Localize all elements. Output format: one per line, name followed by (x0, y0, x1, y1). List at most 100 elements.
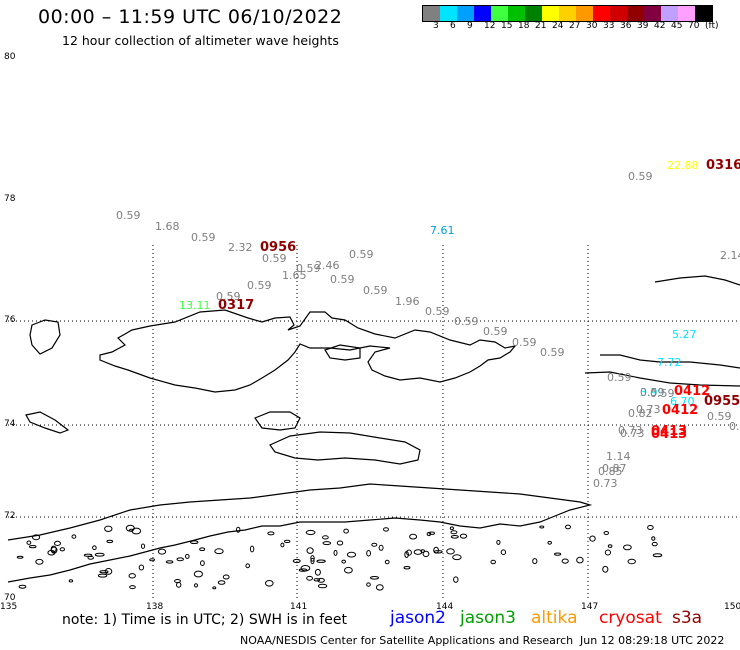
wave-value: 2.32 (228, 241, 253, 254)
wave-value: 2.14 (720, 249, 740, 262)
islet (306, 547, 314, 554)
pass-time: 0316 (706, 158, 740, 173)
islet (305, 529, 316, 536)
islet (18, 584, 27, 589)
islet (322, 535, 329, 540)
scale-swatch (423, 6, 440, 21)
islet (450, 535, 459, 539)
islet (378, 544, 384, 551)
islet (193, 570, 203, 578)
islet (344, 566, 353, 574)
wave-value: 0.59 (116, 209, 141, 222)
pass-time: 0955 (704, 394, 740, 409)
wave-value: 5.27 (672, 328, 697, 341)
islet (54, 540, 61, 547)
pass-time: 0413 (651, 424, 688, 439)
islet (140, 543, 146, 549)
scale-swatch (661, 6, 678, 21)
islet (317, 583, 328, 589)
islet (333, 549, 338, 556)
islet (149, 558, 156, 562)
wave-value: 0.59 (540, 346, 565, 359)
wave-value: 0.59 (454, 315, 479, 328)
islet (94, 552, 105, 557)
islet (35, 558, 44, 565)
islet (313, 578, 321, 582)
islet (366, 550, 372, 557)
islet (322, 541, 332, 546)
islet (104, 568, 113, 575)
islet (16, 555, 24, 559)
islet (532, 558, 538, 565)
lat-label-80: 80 (4, 52, 16, 62)
coastline (7, 275, 740, 583)
islet (92, 545, 97, 551)
islet (104, 525, 113, 532)
scale-label: 36 (620, 21, 632, 31)
scale-label: 42 (654, 21, 666, 31)
units-note: note: 1) Time is in UTC; 2) SWH is in fe… (62, 612, 348, 628)
islet (449, 526, 454, 531)
graticule (8, 245, 740, 600)
islet (500, 549, 507, 556)
lat-label-78: 78 (4, 194, 16, 204)
islet (26, 540, 32, 545)
islet (383, 527, 389, 532)
scale-swatch (576, 6, 593, 21)
lat-label-72: 72 (4, 511, 16, 521)
scale-swatch (508, 6, 525, 21)
islet (623, 544, 632, 551)
lat-label-76: 76 (4, 315, 16, 325)
islet (375, 584, 384, 591)
wave-value: 0.4 (729, 420, 740, 433)
scale-label: 24 (552, 21, 564, 31)
scale-label: 39 (637, 21, 649, 31)
scale-swatch (491, 6, 508, 21)
islet (627, 558, 636, 565)
scale-swatch (593, 6, 610, 21)
lon-label-144: 144 (436, 602, 454, 612)
pass-time: 0317 (218, 298, 255, 313)
islet (214, 548, 224, 555)
legend-jason3: jason3 (460, 608, 516, 628)
islet (165, 560, 174, 564)
wave-value: 0.59 (607, 371, 632, 384)
islet (176, 582, 182, 588)
islet (280, 542, 285, 548)
wave-value: 0.59 (247, 279, 272, 292)
islet (565, 524, 571, 530)
wave-value: 0.73 (620, 427, 645, 440)
islet (97, 573, 108, 578)
scale-label: 21 (535, 21, 547, 31)
wave-value: 0.59 (640, 386, 665, 399)
lon-label-138: 138 (146, 602, 164, 612)
islet (406, 549, 412, 556)
islet (317, 577, 325, 583)
lat-label-70: 70 (4, 593, 16, 603)
wave-value: 1.96 (395, 295, 420, 308)
wave-value: 0.59 (707, 410, 732, 423)
islet (300, 565, 311, 572)
scale-label: 30 (586, 21, 598, 31)
wave-value: 0.73 (636, 403, 661, 416)
islet (343, 528, 349, 534)
wave-value: 0.59 (262, 252, 287, 265)
wave-value: 0.59 (349, 248, 374, 261)
scale-label: 27 (569, 21, 581, 31)
islet (426, 531, 432, 537)
footer-credit: NOAA/NESDIS Center for Satellite Applica… (240, 634, 574, 647)
wave-value: 13.11 (179, 299, 211, 312)
wave-value: 22.88 (667, 159, 699, 172)
legend-s3a: s3a (672, 608, 703, 628)
islet (236, 526, 241, 533)
wave-value: 6.70 (670, 395, 695, 408)
wave-value: 0.59 (330, 273, 355, 286)
islet (306, 575, 314, 581)
islet (576, 556, 584, 564)
islet (602, 565, 609, 573)
islet (174, 579, 181, 583)
islet (83, 553, 93, 557)
scale-label: 18 (518, 21, 530, 31)
scale-swatch (474, 6, 491, 21)
islet (157, 548, 167, 555)
